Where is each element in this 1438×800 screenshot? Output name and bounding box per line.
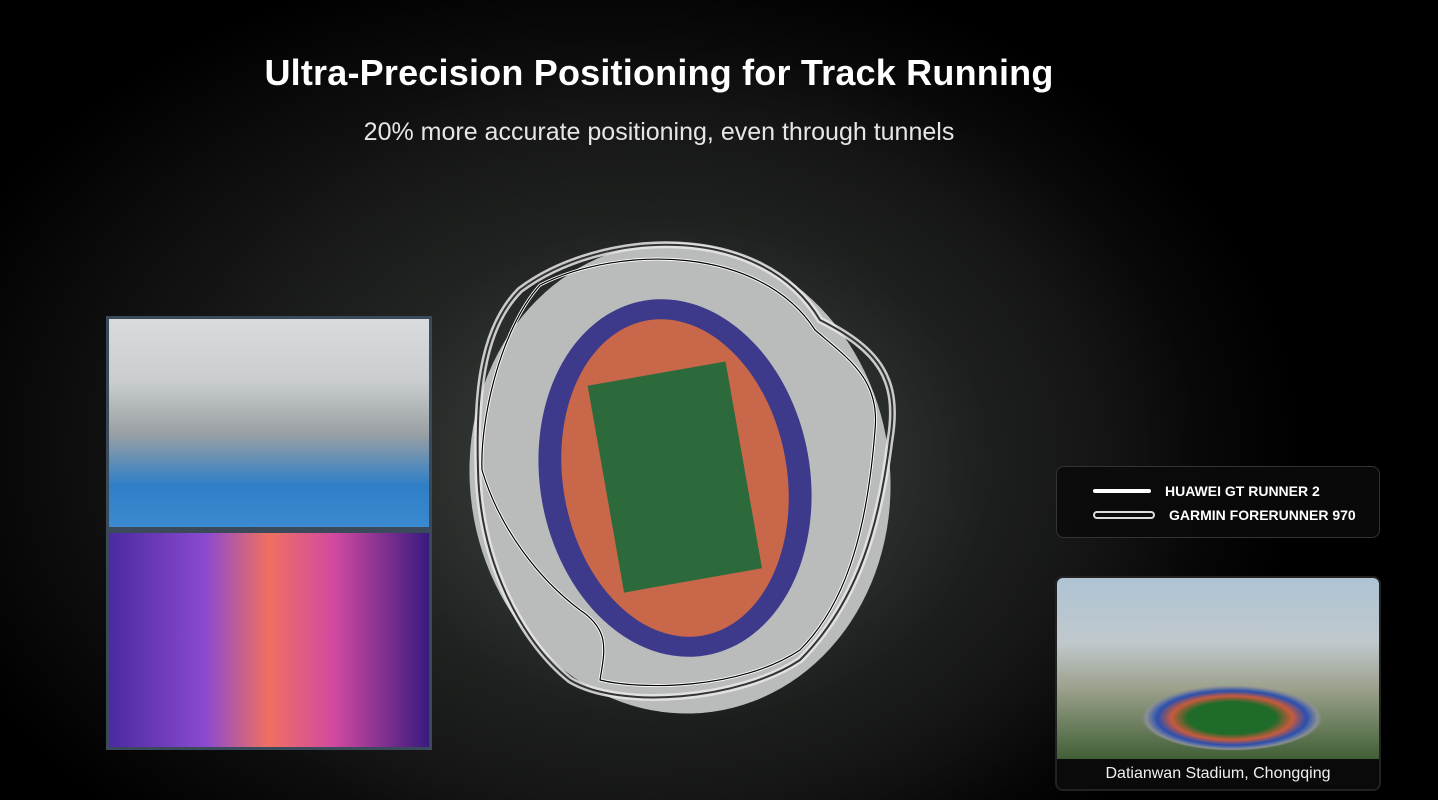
outlined-line-swatch [1093, 511, 1155, 519]
tunnel-interior-photo [106, 530, 432, 750]
slide-subtitle: 20% more accurate positioning, even thro… [363, 118, 955, 146]
location-caption: Datianwan Stadium, Chongqing [1057, 759, 1379, 789]
football-pitch [587, 361, 762, 593]
huawei-gt-runner-2-track-shadow [481, 258, 877, 687]
tunnel-entrance-photo [106, 316, 432, 530]
stadium-photo [1057, 578, 1379, 764]
solid-line-swatch [1093, 489, 1151, 493]
slide-title: Ultra-Precision Positioning for Track Ru… [264, 52, 1054, 93]
legend-label: GARMIN FORERUNNER 970 [1169, 507, 1356, 523]
legend-label: HUAWEI GT RUNNER 2 [1165, 483, 1320, 499]
location-card: Datianwan Stadium, Chongqing [1055, 576, 1381, 791]
legend: HUAWEI GT RUNNER 2 GARMIN FORERUNNER 970 [1056, 466, 1380, 538]
legend-item-huawei: HUAWEI GT RUNNER 2 [1093, 483, 1320, 499]
garmin-forerunner-970-track-inner [476, 243, 894, 699]
legend-item-garmin: GARMIN FORERUNNER 970 [1093, 507, 1356, 523]
